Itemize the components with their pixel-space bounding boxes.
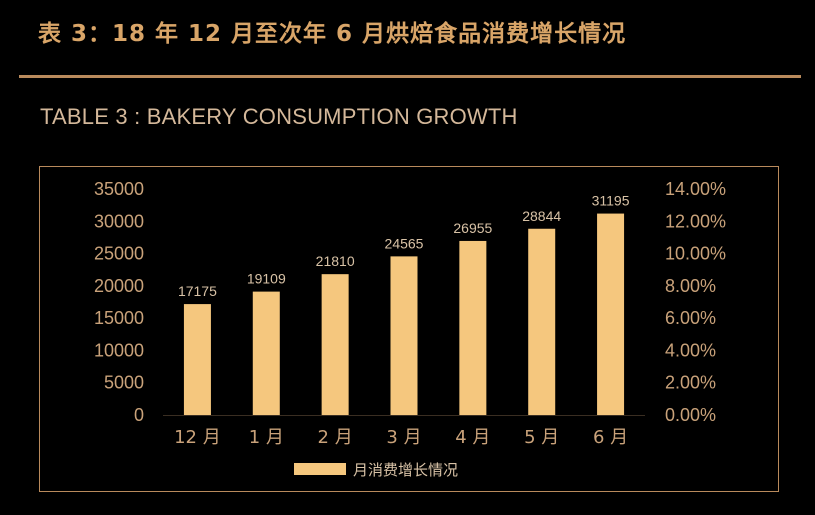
y2-axis-tick-label: 0.00% (665, 405, 716, 425)
legend-label: 月消费增长情况 (353, 461, 458, 479)
y-axis-tick-label: 25000 (94, 244, 144, 264)
y2-axis-tick-label: 6.00% (665, 308, 716, 328)
data-label: 19109 (247, 271, 286, 287)
bar (252, 291, 280, 415)
y2-axis-tick-label: 2.00% (665, 373, 716, 393)
x-axis-category-label: 5 月 (524, 427, 559, 448)
y-axis-tick-label: 0 (134, 405, 144, 425)
bar (183, 304, 211, 415)
title-divider (19, 75, 801, 78)
bar (390, 256, 418, 415)
y2-axis-tick-label: 4.00% (665, 340, 716, 360)
bar (528, 228, 556, 415)
y-axis-tick-label: 5000 (104, 373, 144, 393)
legend-swatch (294, 463, 346, 475)
x-axis-category-label: 4 月 (455, 427, 490, 448)
y2-axis-tick-label: 8.00% (665, 276, 716, 296)
bar (321, 274, 349, 415)
data-label: 21810 (316, 253, 355, 269)
y2-axis-tick-label: 12.00% (665, 211, 726, 231)
y-axis-tick-label: 35000 (94, 179, 144, 199)
table-subtitle: TABLE 3 : BAKERY CONSUMPTION GROWTH (40, 104, 518, 129)
data-label: 28844 (522, 208, 561, 224)
y-axis-tick-label: 30000 (94, 211, 144, 231)
data-label: 31195 (592, 193, 630, 209)
x-axis-category-label: 3 月 (386, 427, 421, 448)
x-axis-category-label: 12 月 (174, 427, 221, 448)
y-axis-tick-label: 20000 (94, 276, 144, 296)
data-label: 26955 (453, 220, 492, 236)
y-axis-tick-label: 15000 (94, 308, 144, 328)
data-label: 17175 (178, 283, 217, 299)
x-axis-category-label: 1 月 (249, 427, 284, 448)
y2-axis-tick-label: 14.00% (665, 179, 726, 199)
x-axis-category-label: 6 月 (593, 427, 628, 448)
page-title: 表 3：18 年 12 月至次年 6 月烘焙食品消费增长情况 (38, 21, 627, 47)
bar (459, 240, 487, 415)
bar (597, 213, 625, 415)
y2-axis-tick-label: 10.00% (665, 244, 726, 264)
y-axis-tick-label: 10000 (94, 340, 144, 360)
x-axis-category-label: 2 月 (318, 427, 353, 448)
data-label: 24565 (385, 235, 424, 251)
chart-frame (39, 166, 779, 492)
